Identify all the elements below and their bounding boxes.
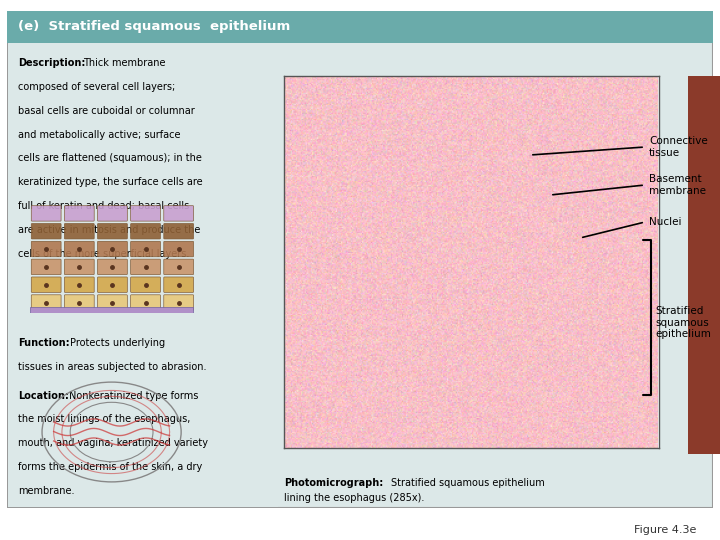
Text: are active in mitosis and produce the: are active in mitosis and produce the [18,225,200,235]
Text: Photomicrograph:: Photomicrograph: [284,478,384,488]
FancyBboxPatch shape [64,206,94,221]
Text: Basement
membrane: Basement membrane [649,174,706,196]
FancyBboxPatch shape [31,224,61,239]
FancyBboxPatch shape [64,224,94,239]
FancyBboxPatch shape [8,44,278,507]
FancyBboxPatch shape [31,295,61,310]
Text: cells are flattened (squamous); in the: cells are flattened (squamous); in the [18,153,202,164]
Text: the moist linings of the esophagus,: the moist linings of the esophagus, [18,415,190,424]
FancyBboxPatch shape [97,241,127,256]
FancyBboxPatch shape [97,224,127,239]
FancyBboxPatch shape [130,259,161,275]
Text: full of keratin and dead; basal cells: full of keratin and dead; basal cells [18,201,189,211]
FancyBboxPatch shape [163,259,194,275]
Text: cells of the more superficial layers.: cells of the more superficial layers. [18,249,189,259]
Text: mouth, and vagina; keratinized variety: mouth, and vagina; keratinized variety [18,438,208,448]
FancyBboxPatch shape [64,241,94,256]
FancyBboxPatch shape [163,206,194,221]
FancyBboxPatch shape [7,11,713,43]
Text: forms the epidermis of the skin, a dry: forms the epidermis of the skin, a dry [18,462,202,472]
FancyBboxPatch shape [163,241,194,256]
FancyBboxPatch shape [130,241,161,256]
Text: keratinized type, the surface cells are: keratinized type, the surface cells are [18,177,202,187]
FancyBboxPatch shape [163,224,194,239]
Text: Stratified
squamous
epithelium: Stratified squamous epithelium [655,306,711,339]
FancyBboxPatch shape [7,11,713,508]
Text: Nuclei: Nuclei [649,217,682,227]
Text: membrane.: membrane. [18,486,74,496]
Text: lining the esophagus (285x).: lining the esophagus (285x). [284,493,425,503]
FancyBboxPatch shape [64,259,94,275]
FancyBboxPatch shape [31,259,61,275]
FancyBboxPatch shape [31,277,61,293]
FancyBboxPatch shape [130,295,161,310]
Text: Stratified squamous epithelium: Stratified squamous epithelium [391,478,545,488]
FancyBboxPatch shape [97,277,127,293]
Text: Nonkeratinized type forms: Nonkeratinized type forms [68,390,198,401]
FancyBboxPatch shape [97,295,127,310]
Text: composed of several cell layers;: composed of several cell layers; [18,82,175,92]
Text: tissues in areas subjected to abrasion.: tissues in areas subjected to abrasion. [18,362,207,372]
Text: Function:: Function: [18,338,69,348]
Text: Protects underlying: Protects underlying [70,338,165,348]
Text: and metabolically active; surface: and metabolically active; surface [18,130,180,139]
FancyBboxPatch shape [163,277,194,293]
Text: Connective
tissue: Connective tissue [649,136,708,158]
FancyBboxPatch shape [130,206,161,221]
FancyBboxPatch shape [30,307,193,313]
Text: Description:: Description: [18,58,85,68]
FancyBboxPatch shape [64,295,94,310]
Text: (e)  Stratified squamous  epithelium: (e) Stratified squamous epithelium [18,20,290,33]
FancyBboxPatch shape [688,76,720,454]
FancyBboxPatch shape [130,224,161,239]
Text: Figure 4.3e: Figure 4.3e [634,524,696,535]
FancyBboxPatch shape [31,206,61,221]
FancyBboxPatch shape [97,259,127,275]
Text: Location:: Location: [18,390,68,401]
FancyBboxPatch shape [163,295,194,310]
FancyBboxPatch shape [97,206,127,221]
FancyBboxPatch shape [31,241,61,256]
Text: Thick membrane: Thick membrane [83,58,165,68]
Text: basal cells are cuboidal or columnar: basal cells are cuboidal or columnar [18,106,194,116]
FancyBboxPatch shape [64,277,94,293]
FancyBboxPatch shape [130,277,161,293]
